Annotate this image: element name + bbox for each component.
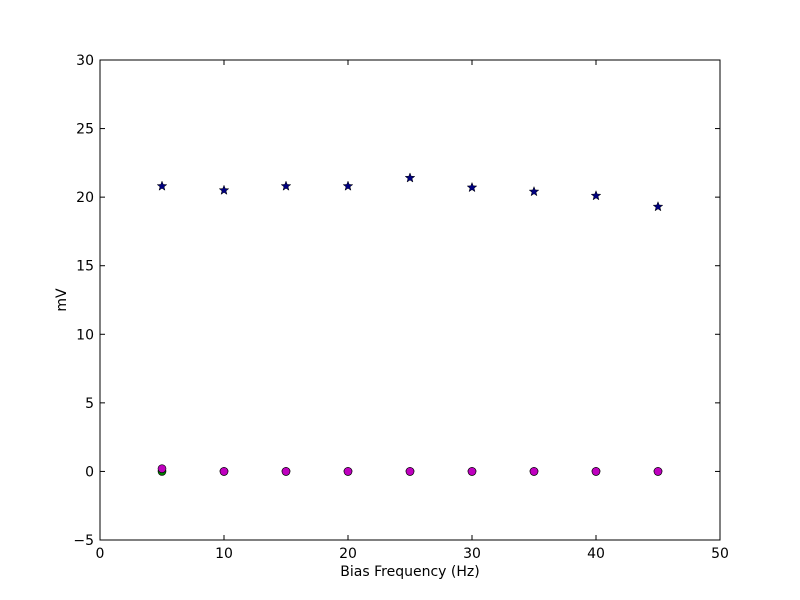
y-tick-label: 20 (76, 190, 94, 206)
data-point-circle (157, 464, 167, 473)
data-point-star (280, 180, 292, 191)
data-point-star (652, 201, 664, 212)
data-point-star (156, 180, 168, 191)
data-point-star (218, 184, 230, 195)
data-point-circle (281, 467, 291, 476)
y-axis-label: mV (54, 288, 70, 312)
x-tick-label: 40 (587, 546, 605, 562)
data-points (156, 172, 664, 476)
plot-area (99, 59, 721, 541)
data-point-circle (467, 467, 477, 476)
y-tick-label: 0 (85, 464, 94, 480)
data-point-star (466, 181, 478, 193)
data-point-circle (653, 467, 663, 476)
data-point-star (590, 190, 602, 201)
data-point-star (528, 185, 540, 197)
x-tick-label: 50 (711, 546, 729, 562)
y-tick-label: 25 (76, 122, 94, 138)
x-tick-label: 10 (215, 546, 233, 562)
y-tick-label: 5 (85, 396, 94, 412)
y-tick-label: 15 (76, 259, 94, 275)
x-tick-label: 30 (463, 546, 481, 562)
data-point-circle (219, 467, 229, 476)
data-point-circle (591, 467, 601, 476)
data-point-star (342, 180, 354, 191)
data-point-star (404, 172, 416, 183)
data-point-circle (405, 467, 415, 476)
y-tick-label: 10 (76, 327, 94, 343)
data-point-circle (343, 467, 353, 476)
data-point-circle (529, 467, 539, 476)
x-tick-label: 0 (96, 546, 105, 562)
y-tick-label: −5 (73, 533, 94, 549)
axis-ticks (99, 59, 721, 541)
x-tick-label: 20 (339, 546, 357, 562)
y-tick-label: 30 (76, 53, 94, 69)
x-axis-label: Bias Frequency (Hz) (340, 564, 479, 580)
